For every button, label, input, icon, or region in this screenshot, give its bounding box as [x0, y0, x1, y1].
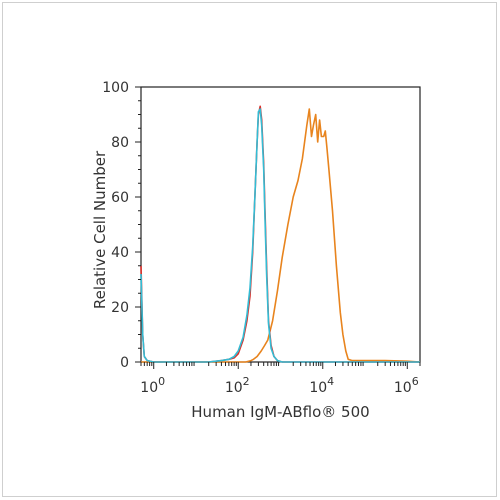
- series-line-1: [141, 108, 421, 363]
- x-tick-label: 102: [225, 375, 250, 396]
- series-line-3: [140, 108, 420, 363]
- plot-area: [140, 86, 421, 363]
- y-tick-label: 20: [111, 300, 129, 316]
- series-line-2: [140, 105, 420, 363]
- y-tick-label: 40: [111, 245, 129, 261]
- y-tick-label: 60: [111, 190, 129, 206]
- y-tick-label: 80: [111, 135, 129, 151]
- x-tick-label: 100: [140, 375, 165, 396]
- y-tick-label: 0: [120, 355, 129, 371]
- x-axis-title: Human IgM-ABflo® 500: [191, 403, 369, 421]
- plot-border: [140, 86, 421, 363]
- y-axis-title: Relative Cell Number: [91, 150, 109, 309]
- x-tick-label: 104: [309, 375, 334, 396]
- x-tick-label: 106: [394, 375, 419, 396]
- series-layer: [140, 105, 421, 363]
- ticks-layer: 0 20 40 60 80 100 100 102 104 106: [102, 80, 421, 396]
- y-tick-label: 100: [102, 80, 129, 96]
